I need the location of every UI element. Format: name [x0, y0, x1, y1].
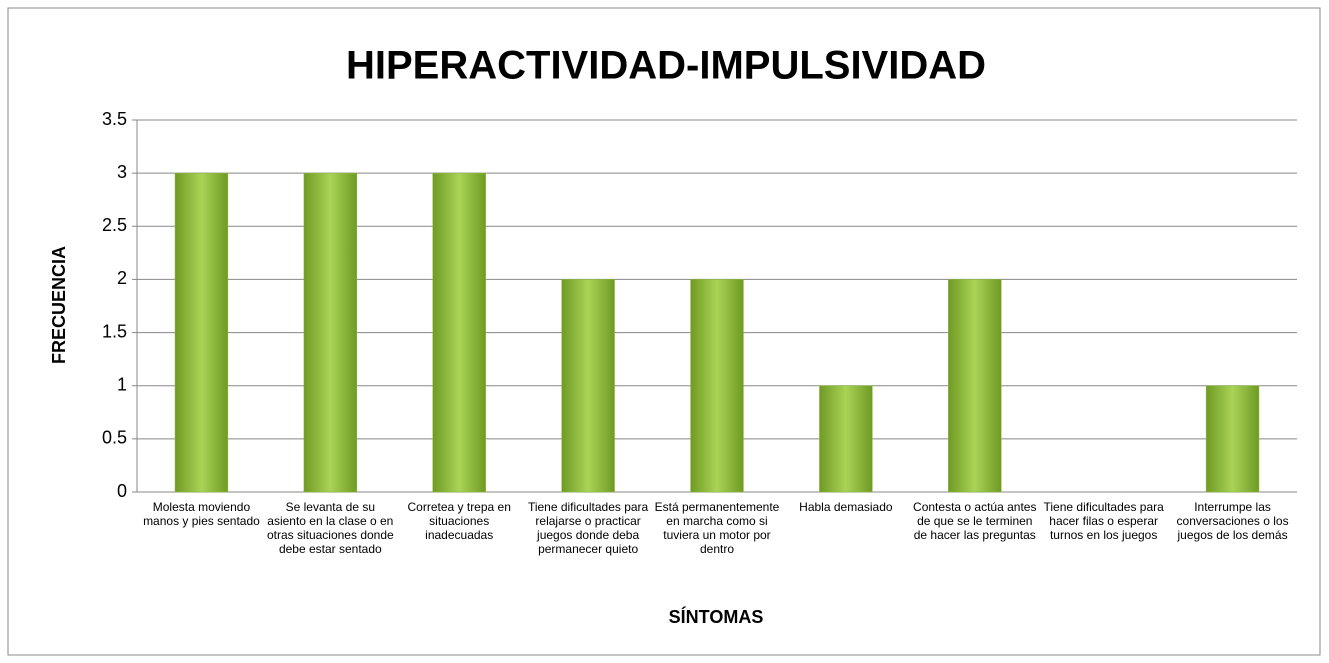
- x-tick-label: Corretea y trepa en situaciones inadecua…: [407, 500, 511, 542]
- bar: [819, 385, 873, 493]
- y-tick-label: 3.5: [102, 109, 127, 129]
- x-tick-label: Habla demasiado: [799, 500, 893, 514]
- y-tick-label: 2.5: [102, 215, 127, 235]
- y-tick-label: 1.5: [102, 321, 127, 341]
- y-axis-label: FRECUENCIA: [49, 246, 69, 364]
- x-tick-label: Molesta moviendo manos y pies sentado: [143, 500, 260, 528]
- x-tick-label: Tiene dificultades para relajarse o prac…: [527, 500, 649, 556]
- x-tick-label: Se levanta de su asiento en la clase o e…: [266, 500, 394, 556]
- y-tick-label: 2: [117, 268, 127, 288]
- y-tick-label: 3: [117, 162, 127, 182]
- x-tick-label: Contesta o actúa antes de que se le term…: [913, 500, 1037, 542]
- bar: [174, 172, 229, 493]
- x-tick-label: Tiene dificultades para hacer filas o es…: [1043, 500, 1164, 542]
- bar: [690, 279, 744, 493]
- bar: [1205, 385, 1260, 493]
- x-tick-label: Está permanentemente en marcha como si t…: [654, 500, 780, 556]
- y-tick-label: 0: [117, 481, 127, 501]
- x-axis-label: SÍNTOMAS: [669, 606, 764, 627]
- bar: [303, 172, 358, 493]
- bar: [432, 172, 486, 493]
- chart-title: HIPERACTIVIDAD-IMPULSIVIDAD: [346, 44, 986, 88]
- x-tick-label: Interrumpe las conversaciones o los jueg…: [1176, 500, 1289, 542]
- bar: [948, 279, 1002, 493]
- bar: [561, 279, 615, 493]
- y-tick-label: 0.5: [102, 428, 127, 448]
- y-tick-label: 1: [117, 374, 127, 394]
